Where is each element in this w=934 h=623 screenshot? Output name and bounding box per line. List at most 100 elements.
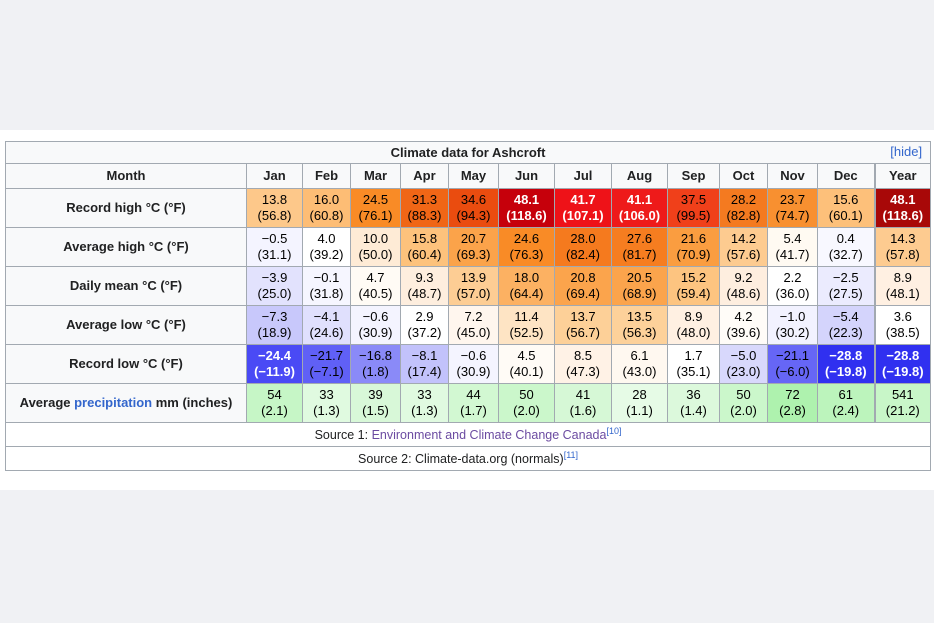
table-cell: 14.3 (57.8) xyxy=(873,227,932,267)
climate-table: Climate data for Ashcroft [hide] Month Ja… xyxy=(4,141,932,471)
table-cell: 41 (1.6) xyxy=(554,383,612,423)
table-cell: 18.0 (64.4) xyxy=(498,266,555,306)
header-row: Month Jan Feb Mar Apr May Jun Jul Aug Sep Oct Nov De… xyxy=(5,163,932,189)
table-cell: 15.2 (59.4) xyxy=(667,266,720,306)
reference-10-link[interactable]: [10] xyxy=(606,425,622,436)
table-cell: 48.1 (118.6) xyxy=(873,188,932,228)
header-feb: Feb xyxy=(302,163,351,189)
table-cell: 9.2 (48.6) xyxy=(719,266,768,306)
table-cell: 23.7 (74.7) xyxy=(767,188,818,228)
table-cell: −1.0 (30.2) xyxy=(767,305,818,345)
table-cell: 34.6 (94.3) xyxy=(448,188,499,228)
row-label: Record low °C (°F) xyxy=(5,344,247,384)
table-cell: −0.6 (30.9) xyxy=(448,344,499,384)
reference-11-link[interactable]: [11] xyxy=(563,449,579,460)
table-cell: 28.2 (82.8) xyxy=(719,188,768,228)
table-cell: 0.4 (32.7) xyxy=(817,227,875,267)
table-cell: 20.8 (69.4) xyxy=(554,266,612,306)
table-cell: 13.9 (57.0) xyxy=(448,266,499,306)
table-cell: −5.0 (23.0) xyxy=(719,344,768,384)
table-cell: −3.9 (25.0) xyxy=(246,266,303,306)
table-cell: 8.5 (47.3) xyxy=(554,344,612,384)
table-cell: 61 (2.4) xyxy=(817,383,875,423)
header-apr: Apr xyxy=(400,163,449,189)
row-label: Record high °C (°F) xyxy=(5,188,247,228)
table-cell: 37.5 (99.5) xyxy=(667,188,720,228)
table-cell: 8.9 (48.0) xyxy=(667,305,720,345)
table-cell: 13.7 (56.7) xyxy=(554,305,612,345)
table-cell: 39 (1.5) xyxy=(350,383,401,423)
table-cell: 24.5 (76.1) xyxy=(350,188,401,228)
row-label: Average high °C (°F) xyxy=(5,227,247,267)
precipitation-link[interactable]: precipitation xyxy=(74,395,153,410)
header-sep: Sep xyxy=(667,163,720,189)
table-cell: 24.6 (76.3) xyxy=(498,227,555,267)
table-cell: 3.6 (38.5) xyxy=(873,305,932,345)
table-cell: 5.4 (41.7) xyxy=(767,227,818,267)
table-cell: −8.1 (17.4) xyxy=(400,344,449,384)
table-cell: 8.9 (48.1) xyxy=(873,266,932,306)
table-cell: 28 (1.1) xyxy=(611,383,668,423)
table-cell: −28.8 (−19.8) xyxy=(873,344,932,384)
table-cell: 20.5 (68.9) xyxy=(611,266,668,306)
table-cell: 13.5 (56.3) xyxy=(611,305,668,345)
table-caption: Climate data for Ashcroft [hide] xyxy=(4,141,932,164)
table-cell: 41.1 (106.0) xyxy=(611,188,668,228)
header-may: May xyxy=(448,163,499,189)
table-cell: 1.7 (35.1) xyxy=(667,344,720,384)
table-row: Average high °C (°F) −0.5 (31.1) 4.0 (39.2) 1… xyxy=(5,227,932,267)
header-jun: Jun xyxy=(498,163,555,189)
header-oct: Oct xyxy=(719,163,768,189)
table-cell: 16.0 (60.8) xyxy=(302,188,351,228)
table-cell: 33 (1.3) xyxy=(302,383,351,423)
table-cell: 13.8 (56.8) xyxy=(246,188,303,228)
source-1-link[interactable]: Environment and Climate Change Canada xyxy=(371,427,607,442)
table-cell: 4.7 (40.5) xyxy=(350,266,401,306)
page-background-bottom xyxy=(0,490,934,623)
table-cell: −0.1 (31.8) xyxy=(302,266,351,306)
table-cell: 44 (1.7) xyxy=(448,383,499,423)
table-cell: 2.9 (37.2) xyxy=(400,305,449,345)
table-cell: 50 (2.0) xyxy=(719,383,768,423)
table-cell: 21.6 (70.9) xyxy=(667,227,720,267)
table-cell: 54 (2.1) xyxy=(246,383,303,423)
table-cell: 27.6 (81.7) xyxy=(611,227,668,267)
table-cell: 33 (1.3) xyxy=(400,383,449,423)
header-aug: Aug xyxy=(611,163,668,189)
caption-title: Climate data for Ashcroft xyxy=(390,144,546,160)
row-label: Average precipitation mm (inches) xyxy=(5,383,247,423)
hide-toggle-link[interactable]: [hide] xyxy=(890,144,923,159)
table-row: Record low °C (°F) −24.4 (−11.9) −21.7 (−7.1… xyxy=(5,344,932,384)
table-cell: −21.7 (−7.1) xyxy=(302,344,351,384)
table-cell: 28.0 (82.4) xyxy=(554,227,612,267)
table-cell: −24.4 (−11.9) xyxy=(246,344,303,384)
table-cell: 4.2 (39.6) xyxy=(719,305,768,345)
table-cell: 7.2 (45.0) xyxy=(448,305,499,345)
table-cell: 10.0 (50.0) xyxy=(350,227,401,267)
table-cell: 20.7 (69.3) xyxy=(448,227,499,267)
source-1: Source 1: Environment and Climate Change… xyxy=(4,422,932,447)
header-jan: Jan xyxy=(246,163,303,189)
table-cell: 41.7 (107.1) xyxy=(554,188,612,228)
table-cell: 11.4 (52.5) xyxy=(498,305,555,345)
page-background-top xyxy=(0,0,934,130)
table-cell: 36 (1.4) xyxy=(667,383,720,423)
table-cell: −21.1 (−6.0) xyxy=(767,344,818,384)
table-row: Average precipitation mm (inches) 54 (2.1)… xyxy=(5,383,932,423)
table-row: Average low °C (°F) −7.3 (18.9) −4.1 (24.6) −… xyxy=(5,305,932,345)
table-cell: 4.0 (39.2) xyxy=(302,227,351,267)
table-cell: 72 (2.8) xyxy=(767,383,818,423)
table-cell: −5.4 (22.3) xyxy=(817,305,875,345)
table-cell: −0.6 (30.9) xyxy=(350,305,401,345)
table-cell: 15.8 (60.4) xyxy=(400,227,449,267)
table-cell: 9.3 (48.7) xyxy=(400,266,449,306)
header-nov: Nov xyxy=(767,163,818,189)
table-cell: 6.1 (43.0) xyxy=(611,344,668,384)
table-row: Record high °C (°F) 13.8 (56.8) 16.0 (60.8) 2… xyxy=(5,188,932,228)
header-jul: Jul xyxy=(554,163,612,189)
table-cell: 4.5 (40.1) xyxy=(498,344,555,384)
table-cell: 14.2 (57.6) xyxy=(719,227,768,267)
header-month: Month xyxy=(5,163,247,189)
table-cell: 31.3 (88.3) xyxy=(400,188,449,228)
table-cell: −28.8 (−19.8) xyxy=(817,344,875,384)
